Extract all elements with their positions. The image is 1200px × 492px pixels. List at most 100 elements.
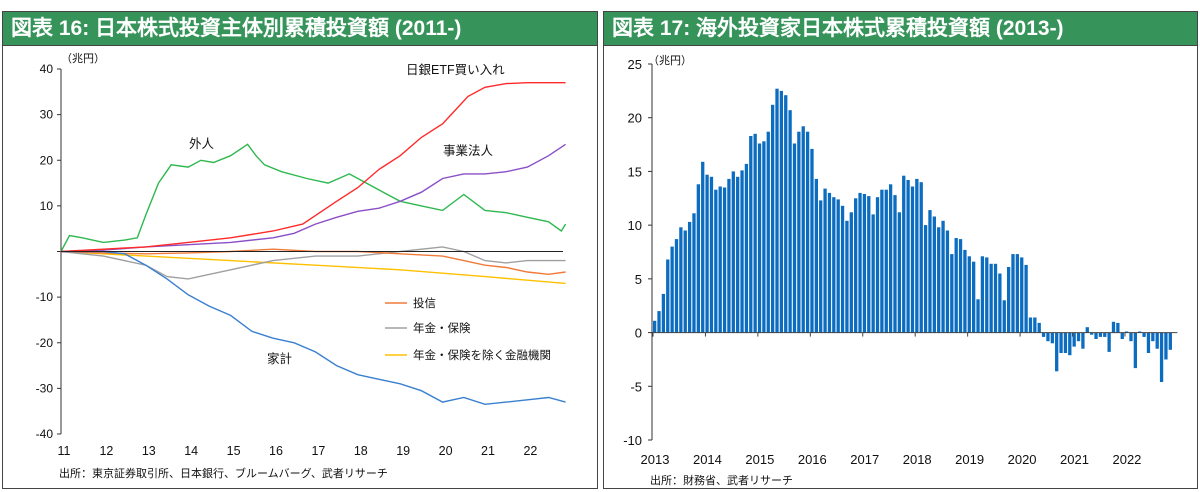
bar <box>993 263 998 333</box>
bar <box>1063 332 1068 353</box>
bar <box>1129 332 1133 342</box>
series-line-投信 <box>60 248 566 276</box>
bar <box>653 320 657 333</box>
y-tick-label: 20 <box>628 111 642 126</box>
x-tick-label: 15 <box>227 444 241 458</box>
source-note: 出所：東京証券取引所、日本銀行、ブルームバーグ、武者リサーチ <box>59 466 388 480</box>
bar <box>1028 317 1033 333</box>
bar <box>679 227 683 333</box>
series-line-事業法人 <box>60 143 566 253</box>
series-line-外人 <box>60 143 567 252</box>
bar <box>884 189 888 333</box>
chart-panel-fig16: 図表 16: 日本株式投資主体別累積投資額 (2011-) （兆円） 40 30 2… <box>2 11 598 489</box>
bar <box>910 186 915 333</box>
bar <box>1055 332 1059 372</box>
chart-title: 図表 16: 日本株式投資主体別累積投資額 (2011-) <box>3 12 597 46</box>
bar <box>797 131 801 333</box>
bar <box>1085 327 1089 333</box>
bar <box>849 212 853 333</box>
label-foreigners: 外人 <box>189 137 215 151</box>
bar <box>854 198 858 333</box>
chart-panel-fig17: 図表 17: 海外投資家日本株式累積投資額 (2013-) （兆円） 25 20 1… <box>603 11 1198 489</box>
bar <box>1020 257 1024 333</box>
bar <box>980 256 985 333</box>
y-tick-label: 10 <box>628 218 642 233</box>
series-line-日銀ETF買い入れ <box>60 82 566 253</box>
bar <box>1068 332 1072 356</box>
y-tick-label: 15 <box>628 164 642 179</box>
x-tick-label: 17 <box>311 444 325 458</box>
bar <box>753 133 757 333</box>
bar <box>1076 332 1081 342</box>
bar <box>1015 254 1020 333</box>
bar <box>757 143 762 333</box>
bar <box>875 197 880 333</box>
bar <box>1037 322 1041 333</box>
x-tick-label: 2018 <box>903 452 932 467</box>
bar <box>941 220 945 333</box>
bar <box>1059 332 1063 353</box>
bar <box>972 261 976 333</box>
bar <box>692 213 696 333</box>
x-tick-label: 2014 <box>693 452 722 467</box>
bar <box>1120 332 1124 339</box>
series-line-年金・保険 <box>60 246 566 280</box>
bar <box>840 205 845 333</box>
x-tick-label: 2013 <box>641 452 670 467</box>
bar <box>1033 317 1037 333</box>
bar <box>731 171 735 333</box>
bar <box>696 184 700 333</box>
bar <box>1138 331 1142 333</box>
bar <box>932 216 936 333</box>
bar <box>722 187 727 333</box>
x-tick-label: 2015 <box>745 452 774 467</box>
bar <box>801 126 805 333</box>
y-tick-label: 25 <box>628 57 642 72</box>
bar <box>805 131 810 333</box>
bar <box>784 95 788 333</box>
chart-title: 図表 17: 海外投資家日本株式累積投資額 (2013-) <box>604 12 1197 46</box>
bar <box>727 178 731 333</box>
bar <box>1142 332 1146 337</box>
bar <box>1124 331 1129 333</box>
bar <box>687 221 692 333</box>
bar <box>766 131 770 333</box>
bar <box>867 196 871 333</box>
bar <box>762 141 766 333</box>
x-tick-label: 2019 <box>955 452 984 467</box>
y-tick-label: -20 <box>36 336 54 350</box>
bar <box>915 178 919 333</box>
x-tick-label: 2022 <box>1112 452 1141 467</box>
bar <box>902 175 906 333</box>
bar <box>945 230 950 333</box>
bar <box>718 186 722 333</box>
bar <box>858 192 862 333</box>
unit-label: （兆円） <box>648 54 692 67</box>
bar <box>985 257 989 333</box>
bar <box>1050 332 1054 344</box>
bar <box>862 194 867 333</box>
bar <box>770 104 775 333</box>
bar <box>657 311 661 333</box>
bar <box>937 227 941 333</box>
bar <box>1146 332 1151 353</box>
x-tick-label: 19 <box>396 444 410 458</box>
label-households: 家計 <box>267 351 292 366</box>
bar <box>950 254 954 333</box>
bar <box>1094 332 1098 339</box>
bar <box>963 249 967 333</box>
bar <box>1103 332 1107 337</box>
bar <box>1168 332 1172 350</box>
bar <box>670 246 674 333</box>
legend-financial: 年金・保険を除く金融機関 <box>413 348 551 362</box>
x-tick-label: 2020 <box>1008 452 1037 467</box>
bar <box>893 195 897 333</box>
unit-label: （兆円） <box>61 52 105 65</box>
bar <box>740 170 744 333</box>
bar <box>683 230 687 333</box>
bar <box>1116 322 1120 333</box>
bar <box>661 293 666 333</box>
y-tick-label: 20 <box>40 153 54 167</box>
x-tick-label: 11 <box>58 444 71 458</box>
series-line-家計 <box>61 250 566 406</box>
